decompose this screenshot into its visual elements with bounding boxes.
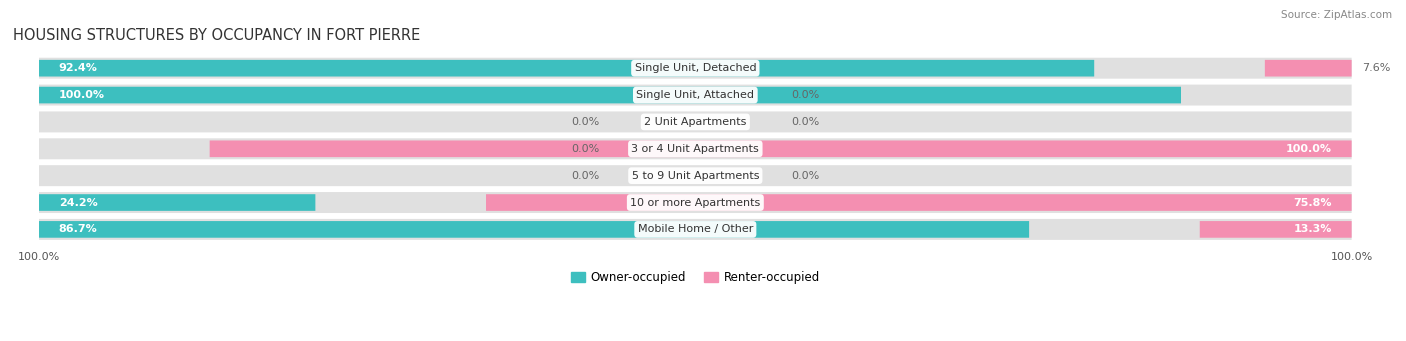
Text: Single Unit, Detached: Single Unit, Detached (634, 63, 756, 73)
FancyBboxPatch shape (1199, 221, 1351, 238)
Text: 10 or more Apartments: 10 or more Apartments (630, 197, 761, 208)
Text: Source: ZipAtlas.com: Source: ZipAtlas.com (1281, 10, 1392, 20)
Text: 7.6%: 7.6% (1362, 63, 1391, 73)
FancyBboxPatch shape (39, 60, 1094, 76)
FancyBboxPatch shape (486, 194, 1351, 211)
Text: Mobile Home / Other: Mobile Home / Other (638, 224, 754, 234)
FancyBboxPatch shape (39, 192, 1351, 213)
FancyBboxPatch shape (209, 140, 1351, 157)
Text: 100.0%: 100.0% (59, 90, 104, 100)
Text: 75.8%: 75.8% (1294, 197, 1331, 208)
Text: 3 or 4 Unit Apartments: 3 or 4 Unit Apartments (631, 144, 759, 154)
Text: 13.3%: 13.3% (1294, 224, 1331, 234)
Text: 92.4%: 92.4% (59, 63, 97, 73)
Text: 2 Unit Apartments: 2 Unit Apartments (644, 117, 747, 127)
Text: 0.0%: 0.0% (571, 144, 599, 154)
Text: 0.0%: 0.0% (571, 117, 599, 127)
Text: 86.7%: 86.7% (59, 224, 97, 234)
FancyBboxPatch shape (39, 219, 1351, 240)
FancyBboxPatch shape (39, 221, 1029, 238)
Text: 5 to 9 Unit Apartments: 5 to 9 Unit Apartments (631, 170, 759, 181)
FancyBboxPatch shape (39, 194, 315, 211)
FancyBboxPatch shape (39, 87, 1181, 103)
FancyBboxPatch shape (39, 138, 1351, 159)
FancyBboxPatch shape (39, 165, 1351, 186)
Text: 0.0%: 0.0% (571, 170, 599, 181)
Text: 0.0%: 0.0% (792, 170, 820, 181)
Text: 0.0%: 0.0% (792, 117, 820, 127)
FancyBboxPatch shape (39, 85, 1351, 106)
FancyBboxPatch shape (1265, 60, 1351, 76)
FancyBboxPatch shape (39, 58, 1351, 79)
Text: 24.2%: 24.2% (59, 197, 97, 208)
Legend: Owner-occupied, Renter-occupied: Owner-occupied, Renter-occupied (571, 271, 820, 284)
Text: HOUSING STRUCTURES BY OCCUPANCY IN FORT PIERRE: HOUSING STRUCTURES BY OCCUPANCY IN FORT … (13, 28, 420, 43)
FancyBboxPatch shape (39, 112, 1351, 132)
Text: 100.0%: 100.0% (1286, 144, 1331, 154)
Text: 0.0%: 0.0% (792, 90, 820, 100)
Text: Single Unit, Attached: Single Unit, Attached (637, 90, 755, 100)
